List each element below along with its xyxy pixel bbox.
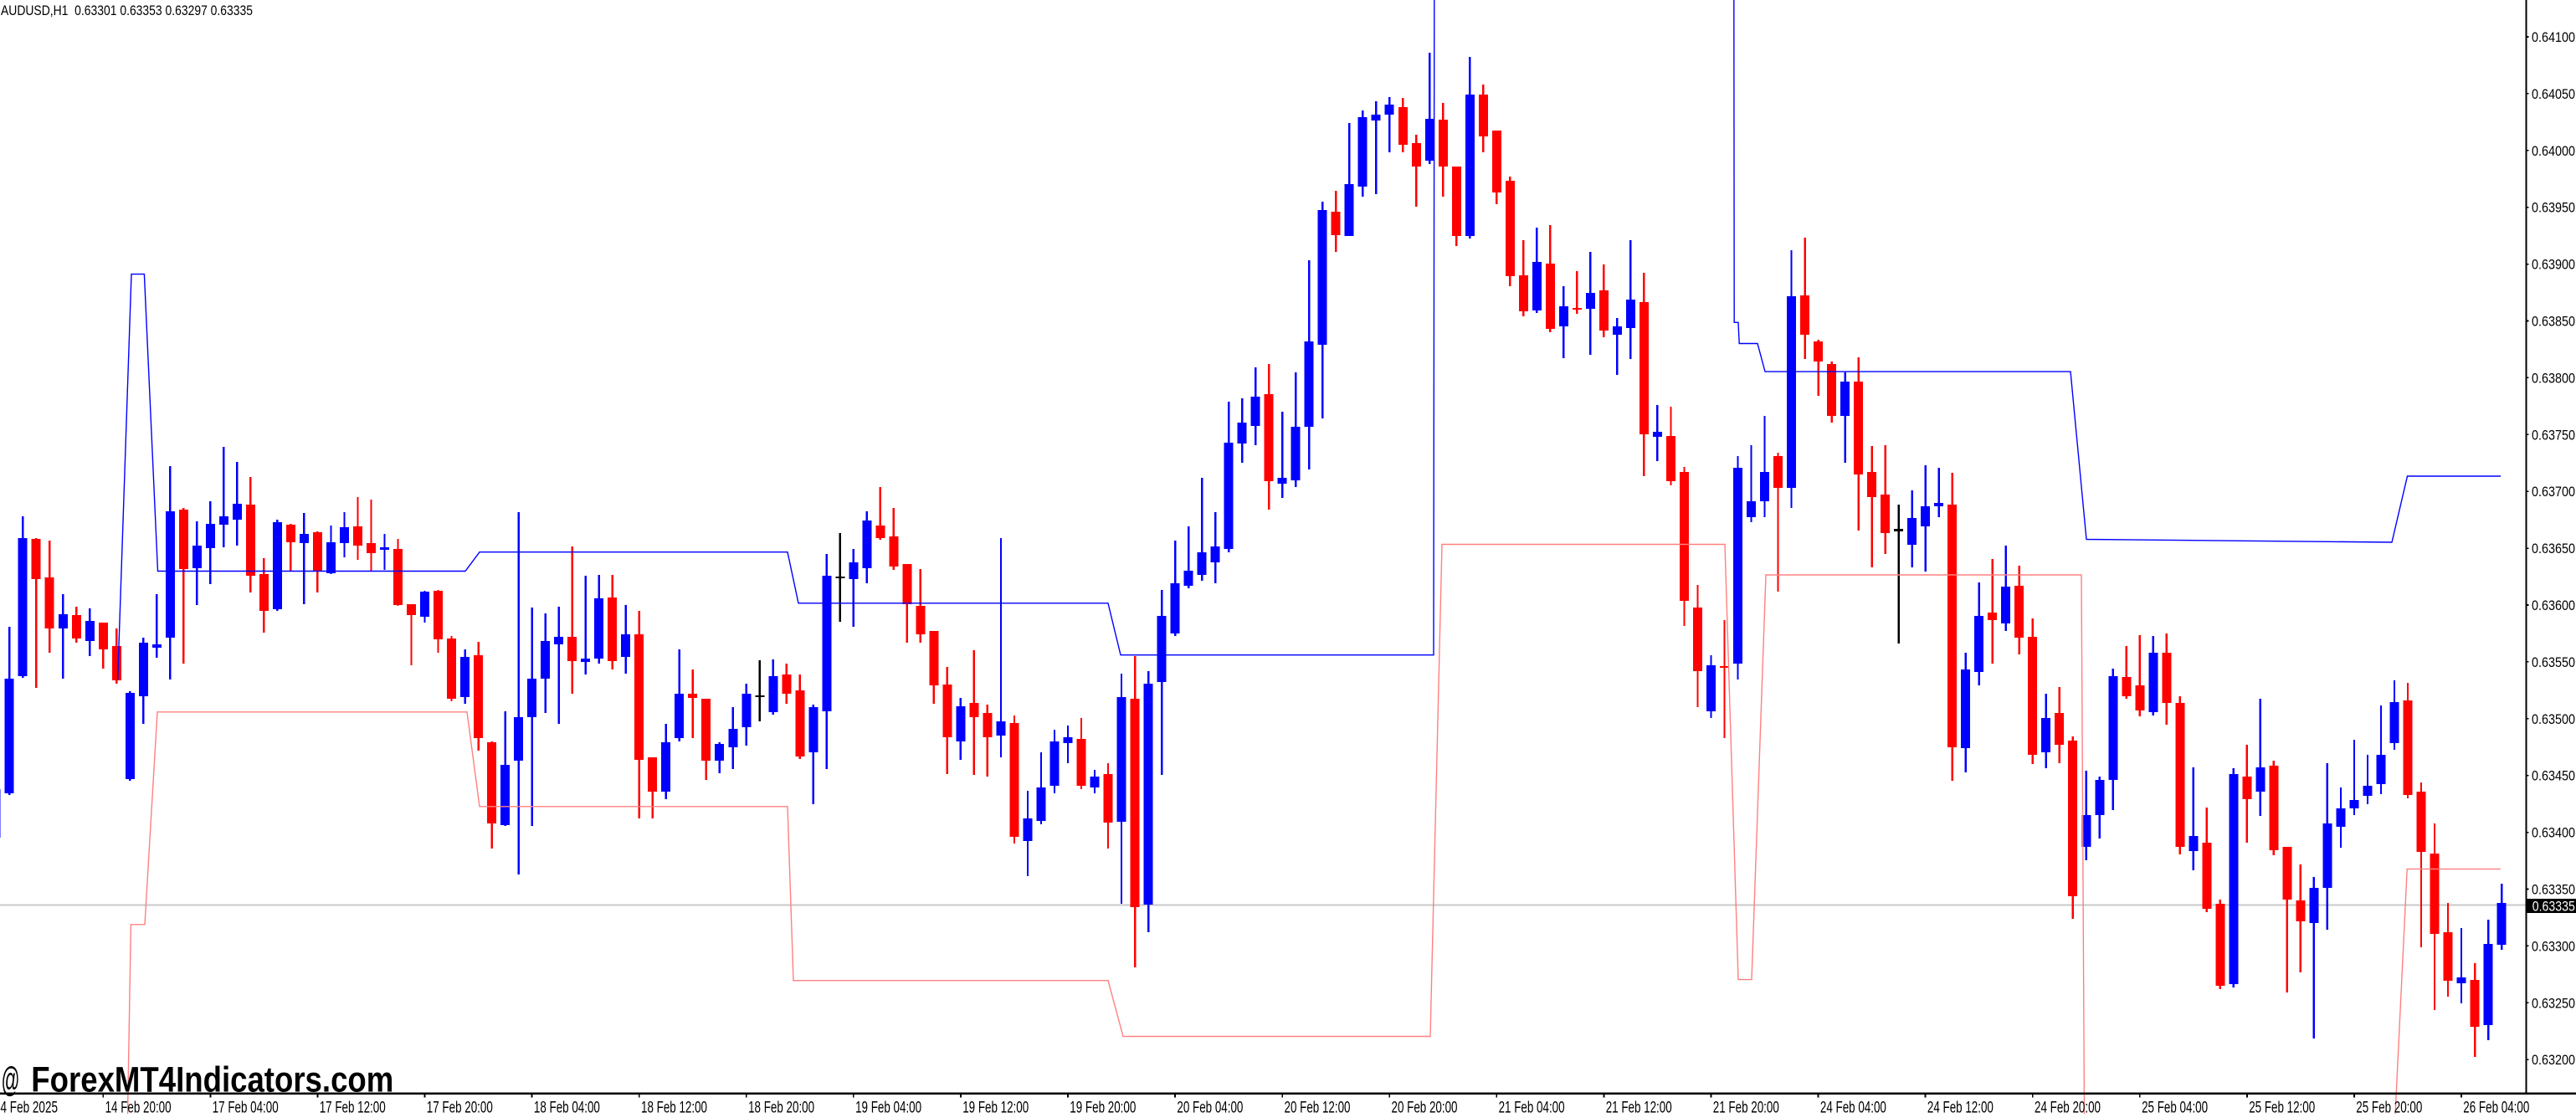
svg-text:0.63300: 0.63300: [2532, 938, 2575, 954]
svg-text:0.63650: 0.63650: [2532, 541, 2575, 556]
svg-text:0.63200: 0.63200: [2532, 1052, 2575, 1068]
svg-text:20 Feb 20:00: 20 Feb 20:00: [1392, 1099, 1458, 1115]
svg-text:0.63450: 0.63450: [2532, 768, 2575, 784]
svg-text:0.63700: 0.63700: [2532, 484, 2575, 500]
svg-text:0.63250: 0.63250: [2532, 995, 2575, 1011]
svg-text:18 Feb 04:00: 18 Feb 04:00: [534, 1099, 600, 1115]
svg-text:0.64000: 0.64000: [2532, 143, 2575, 159]
svg-text:19 Feb 04:00: 19 Feb 04:00: [855, 1099, 921, 1115]
svg-text:17 Feb 20:00: 17 Feb 20:00: [427, 1099, 493, 1115]
svg-text:0.64100: 0.64100: [2532, 29, 2575, 45]
svg-text:ForexMT4Indicators.com: ForexMT4Indicators.com: [31, 1060, 393, 1100]
svg-text:19 Feb 12:00: 19 Feb 12:00: [962, 1099, 1029, 1115]
svg-text:0.63500: 0.63500: [2532, 711, 2575, 727]
svg-text:0.63400: 0.63400: [2532, 825, 2575, 841]
svg-text:AUDUSD,H1 0.63301 0.63353 0.6: AUDUSD,H1 0.63301 0.63353 0.63297 0.6333…: [1, 3, 253, 18]
svg-text:0.63335: 0.63335: [2532, 900, 2575, 915]
svg-text:26 Feb 04:00: 26 Feb 04:00: [2463, 1099, 2529, 1115]
svg-text:25 Feb 12:00: 25 Feb 12:00: [2249, 1099, 2315, 1115]
svg-text:0.63550: 0.63550: [2532, 654, 2575, 670]
svg-text:0.63350: 0.63350: [2532, 882, 2575, 898]
svg-text:18 Feb 20:00: 18 Feb 20:00: [748, 1099, 814, 1115]
svg-text:20 Feb 04:00: 20 Feb 04:00: [1177, 1099, 1243, 1115]
svg-text:0.63900: 0.63900: [2532, 257, 2575, 273]
svg-text:24 Feb 04:00: 24 Feb 04:00: [1820, 1099, 1886, 1115]
svg-text:@: @: [2, 1060, 20, 1100]
svg-text:18 Feb 12:00: 18 Feb 12:00: [641, 1099, 707, 1115]
svg-text:21 Feb 04:00: 21 Feb 04:00: [1499, 1099, 1565, 1115]
svg-text:24 Feb 20:00: 24 Feb 20:00: [2035, 1099, 2101, 1115]
svg-text:17 Feb 12:00: 17 Feb 12:00: [320, 1099, 386, 1115]
svg-text:0.63750: 0.63750: [2532, 427, 2575, 443]
svg-text:0.63600: 0.63600: [2532, 597, 2575, 613]
svg-text:0.63800: 0.63800: [2532, 370, 2575, 386]
svg-text:0.63850: 0.63850: [2532, 314, 2575, 330]
svg-text:14 Feb 2025: 14 Feb 2025: [0, 1099, 58, 1115]
svg-text:17 Feb 04:00: 17 Feb 04:00: [213, 1099, 279, 1115]
svg-text:24 Feb 12:00: 24 Feb 12:00: [1927, 1099, 1994, 1115]
svg-text:14 Feb 20:00: 14 Feb 20:00: [105, 1099, 172, 1115]
svg-text:20 Feb 12:00: 20 Feb 12:00: [1285, 1099, 1351, 1115]
svg-text:25 Feb 20:00: 25 Feb 20:00: [2356, 1099, 2422, 1115]
svg-text:21 Feb 20:00: 21 Feb 20:00: [1713, 1099, 1779, 1115]
svg-text:0.64050: 0.64050: [2532, 86, 2575, 102]
svg-text:19 Feb 20:00: 19 Feb 20:00: [1070, 1099, 1136, 1115]
svg-text:21 Feb 12:00: 21 Feb 12:00: [1606, 1099, 1672, 1115]
svg-text:0.63950: 0.63950: [2532, 200, 2575, 216]
svg-text:25 Feb 04:00: 25 Feb 04:00: [2142, 1099, 2208, 1115]
